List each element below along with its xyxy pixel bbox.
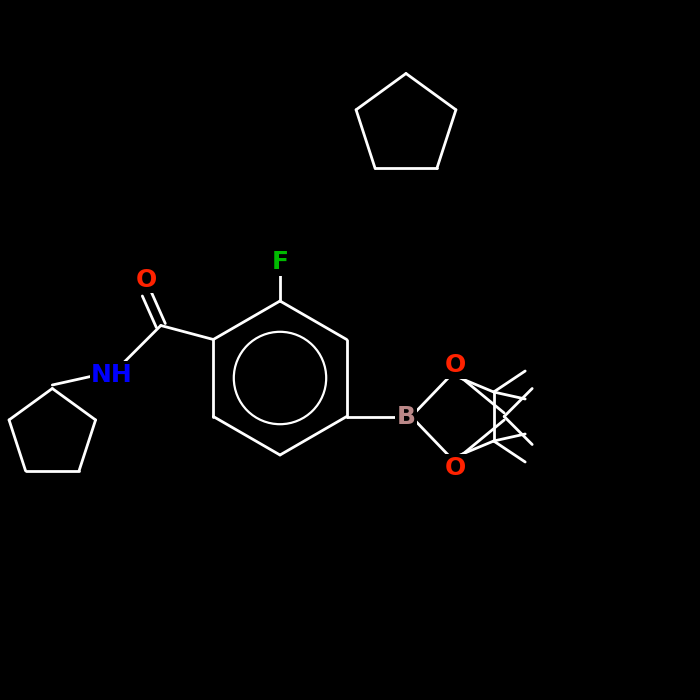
Text: NH: NH — [91, 363, 133, 386]
Text: B: B — [397, 405, 416, 428]
Text: O: O — [444, 354, 466, 377]
Text: O: O — [136, 268, 158, 292]
Text: O: O — [444, 456, 466, 480]
Text: F: F — [272, 251, 288, 274]
